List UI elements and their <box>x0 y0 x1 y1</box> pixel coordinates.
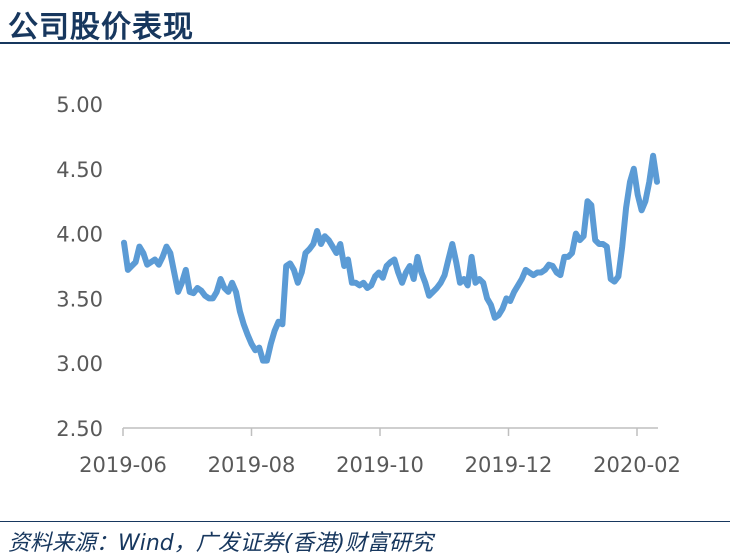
y-tick-label: 4.50 <box>56 158 103 182</box>
footer-divider <box>0 521 730 522</box>
y-tick-label: 2.50 <box>56 417 103 441</box>
y-axis-tick-labels: 5.00 4.50 4.00 3.50 3.00 2.50 <box>56 93 103 441</box>
source-note: 资料来源：Wind，广发证券(香港)财富研究 <box>8 531 433 556</box>
x-tick-label: 2019-10 <box>336 453 424 477</box>
stock-price-line <box>121 152 660 364</box>
y-tick-label: 3.50 <box>56 287 103 311</box>
x-tick-label: 2020-02 <box>593 453 681 477</box>
x-tick-label: 2019-08 <box>208 453 296 477</box>
title-divider <box>0 42 730 44</box>
y-tick-label: 3.00 <box>56 352 103 376</box>
x-axis-ticks: 2019-06 2019-08 2019-10 2019-12 2020-02 <box>79 428 681 477</box>
stock-price-chart: 5.004.504.003.503.002.50 2019-06 2019-08 2… <box>56 93 681 477</box>
x-tick-label: 2019-06 <box>79 453 167 477</box>
page-title: 公司股价表现 <box>8 10 194 45</box>
y-tick-label: 4.00 <box>56 223 103 247</box>
x-tick-label: 2019-12 <box>465 453 553 477</box>
y-tick-label: 5.00 <box>56 93 103 117</box>
